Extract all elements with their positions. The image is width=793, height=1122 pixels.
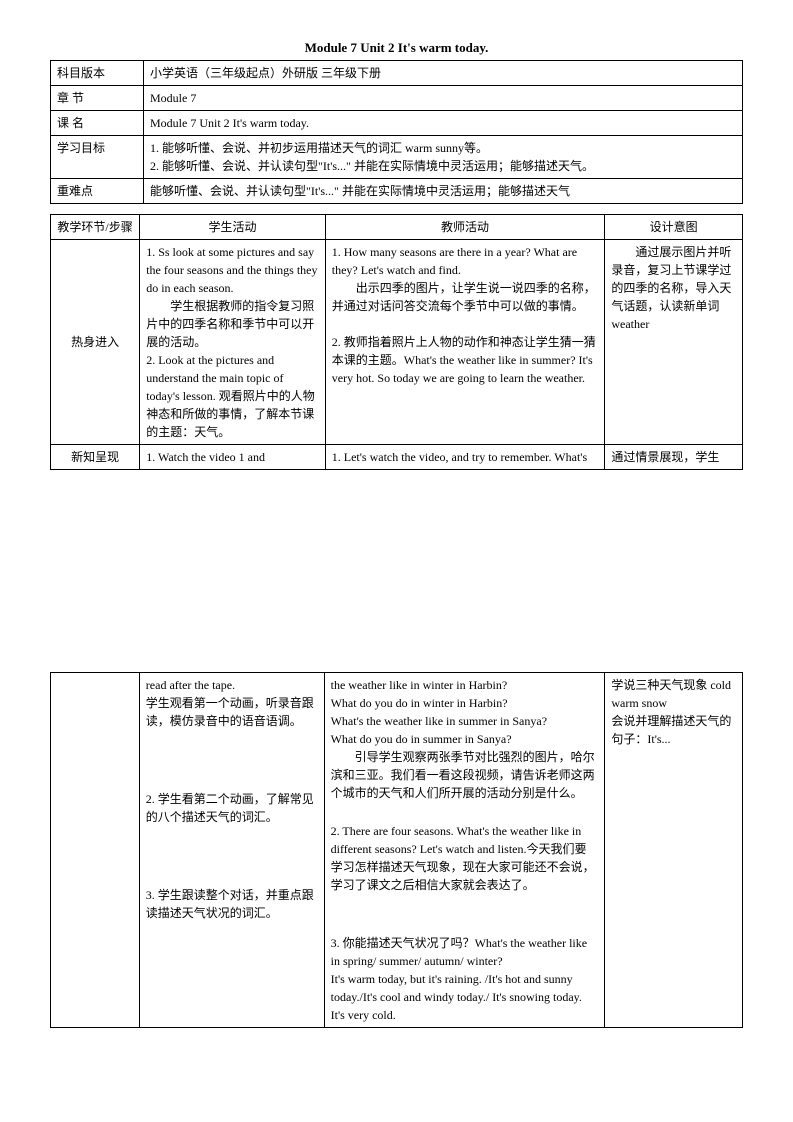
- plan-table-2: read after the tape. 学生观看第一个动画，听录音跟读，模仿录…: [50, 672, 743, 1028]
- header-student: 学生活动: [140, 215, 326, 240]
- present2-design: 学说三种天气现象 cold warm snow 会说并理解描述天气的句子：It'…: [605, 673, 743, 1028]
- present2-teacher-b: 2. There are four seasons. What's the we…: [331, 822, 599, 894]
- meta-chapter-label: 章 节: [51, 86, 144, 111]
- header-teacher: 教师活动: [325, 215, 605, 240]
- meta-subject-label: 科目版本: [51, 61, 144, 86]
- present2-step: [51, 673, 140, 1028]
- row-present-top: 新知呈现 1. Watch the video 1 and 1. Let's w…: [51, 445, 743, 470]
- warmup-teacher: 1. How many seasons are there in a year?…: [325, 240, 605, 445]
- plan-table-1: 教学环节/步骤 学生活动 教师活动 设计意图 热身进入 1. Ss look a…: [50, 214, 743, 470]
- meta-table: 科目版本 小学英语（三年级起点）外研版 三年级下册 章 节 Module 7 课…: [50, 60, 743, 204]
- present2-teacher-a: the weather like in winter in Harbin? Wh…: [331, 676, 599, 802]
- warmup-step: 热身进入: [51, 240, 140, 445]
- meta-lesson-value: Module 7 Unit 2 It's warm today.: [144, 111, 743, 136]
- meta-difficulty-value: 能够听懂、会说、并认读句型"It's..." 并能在实际情境中灵活运用；能够描述…: [144, 179, 743, 204]
- warmup-design: 通过展示图片并听录音，复习上节课学过的四季的名称，导入天气话题，认读新单词 we…: [605, 240, 743, 445]
- row-present-bottom: read after the tape. 学生观看第一个动画，听录音跟读，模仿录…: [51, 673, 743, 1028]
- warmup-student: 1. Ss look at some pictures and say the …: [140, 240, 326, 445]
- present2-student-c: 3. 学生跟读整个对话，并重点跟读描述天气状况的词汇。: [146, 886, 318, 922]
- present2-student-a: read after the tape. 学生观看第一个动画，听录音跟读，模仿录…: [146, 676, 318, 730]
- present-step: 新知呈现: [51, 445, 140, 470]
- page-break-gap: [50, 472, 743, 672]
- present2-teacher-c: 3. 你能描述天气状况了吗？What's the weather like in…: [331, 934, 599, 1024]
- meta-goal-value: 1. 能够听懂、会说、并初步运用描述天气的词汇 warm sunny等。 2. …: [144, 136, 743, 179]
- meta-chapter-value: Module 7: [144, 86, 743, 111]
- meta-goal-label: 学习目标: [51, 136, 144, 179]
- page-title: Module 7 Unit 2 It's warm today.: [50, 40, 743, 56]
- header-design: 设计意图: [605, 215, 743, 240]
- present2-student: read after the tape. 学生观看第一个动画，听录音跟读，模仿录…: [139, 673, 324, 1028]
- row-warmup: 热身进入 1. Ss look at some pictures and say…: [51, 240, 743, 445]
- meta-lesson-label: 课 名: [51, 111, 144, 136]
- present1-teacher: 1. Let's watch the video, and try to rem…: [325, 445, 605, 470]
- present1-student: 1. Watch the video 1 and: [140, 445, 326, 470]
- meta-subject-value: 小学英语（三年级起点）外研版 三年级下册: [144, 61, 743, 86]
- header-step: 教学环节/步骤: [51, 215, 140, 240]
- meta-difficulty-label: 重难点: [51, 179, 144, 204]
- present2-student-b: 2. 学生看第二个动画，了解常见的八个描述天气的词汇。: [146, 790, 318, 826]
- present1-design: 通过情景展现，学生: [605, 445, 743, 470]
- present2-teacher: the weather like in winter in Harbin? Wh…: [324, 673, 605, 1028]
